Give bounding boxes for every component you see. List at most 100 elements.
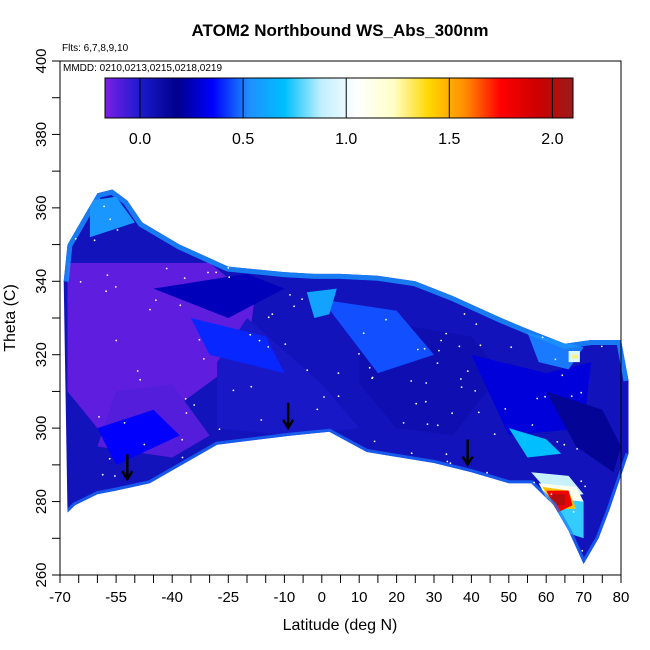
x-tick-label: 60 [538,589,555,606]
sample-dot [93,239,96,242]
sample-dot [449,462,452,464]
sample-dot [410,380,413,382]
sample-dot [114,475,116,477]
field-region [321,299,434,374]
chart-title: ATOM2 Northbound WS_Abs_300nm [192,21,489,40]
sample-dot [510,346,513,349]
sample-dot [316,408,319,411]
sample-dot [425,382,428,384]
sample-dot [228,276,231,279]
sample-dot [466,370,469,372]
y-tick-label: 260 [33,562,50,587]
sample-dot [536,397,539,400]
sample-dot [373,440,376,443]
field-region [97,409,180,465]
sample-dot [218,428,221,431]
sample-dot [181,438,184,441]
sample-dot [576,448,578,450]
y-tick-label: 340 [33,269,50,294]
sample-dot [477,411,480,414]
sample-dot [410,452,413,455]
sample-dot [258,339,261,342]
sample-dot [143,443,146,446]
sample-dot [451,412,453,415]
field-region [546,391,621,473]
sample-dot [426,423,429,425]
sample-dot [358,353,360,355]
sample-dot [267,346,270,348]
sample-dot [227,267,230,269]
sample-dot [554,358,557,361]
sample-dot [463,313,466,315]
colorbar-bar [104,77,574,119]
sample-dot [193,404,196,406]
sample-dot [438,349,440,352]
sample-dot [544,395,546,398]
sample-dot [475,323,478,325]
sample-dot [198,338,201,341]
sample-dot [249,333,252,336]
sample-dot [423,347,426,350]
sample-dot [436,362,439,364]
sample-dot [108,457,111,460]
sample-dots [74,205,603,552]
x-tick-label: -25 [217,589,239,606]
sample-dot [101,473,104,476]
x-tick-label: 0 [318,589,326,606]
sample-dot [371,376,374,379]
x-tick-label: 10 [351,589,368,606]
sample-dot [580,391,583,394]
sample-dot [486,471,488,474]
sample-dot [479,344,482,347]
sample-dot [260,419,263,421]
x-tick-label: 40 [463,589,480,606]
sample-dot [181,456,184,459]
sample-dot [123,422,126,424]
sample-dot [460,378,462,380]
sample-dot [103,205,105,208]
sample-dot [416,348,419,351]
sample-dot [184,397,187,400]
arrow-head [121,470,134,482]
sample-dot [563,443,566,446]
sample-dot [584,485,586,488]
y-axis: 260 280 300 320 340 360 380 400 [33,48,60,588]
sample-dot [284,343,287,345]
sample-dot [600,345,603,348]
x-tick-label: 30 [426,589,443,606]
x-tick-label: 80 [613,589,630,606]
sample-dot [215,271,218,274]
sample-dot [323,396,325,398]
sample-dot [115,339,118,342]
y-tick-label: 320 [33,342,50,367]
sample-dot [232,389,235,392]
sample-dot [556,441,559,443]
sample-dot [570,395,573,398]
sample-dot [106,274,109,276]
sample-dot [446,460,449,463]
field-region [89,196,135,238]
sample-dot [440,339,442,342]
sample-dot [559,485,562,487]
sample-dot [504,408,507,410]
sample-dot [105,290,107,293]
sample-dot [109,218,112,221]
colorbar-tick-label: 2.0 [541,131,563,148]
field-region [153,273,285,318]
sample-dot [581,549,584,552]
y-tick-label: 280 [33,489,50,514]
dates-label: MMDD: 0210,0213,0215,0218,0219 [63,63,222,74]
sample-dot [79,281,82,283]
sample-dot [293,305,295,308]
x-tick-label: 70 [575,589,592,606]
flights-label: Flts: 6,7,8,9,10 [62,43,129,54]
x-tick-label: -10 [274,589,296,606]
sample-dot [458,345,461,348]
field-region [572,354,578,359]
arrow-markers [121,402,474,482]
sample-dot [185,412,188,414]
sample-dot [424,400,427,403]
field-region [508,428,562,458]
sample-dot [572,510,575,513]
field-region [306,288,337,318]
